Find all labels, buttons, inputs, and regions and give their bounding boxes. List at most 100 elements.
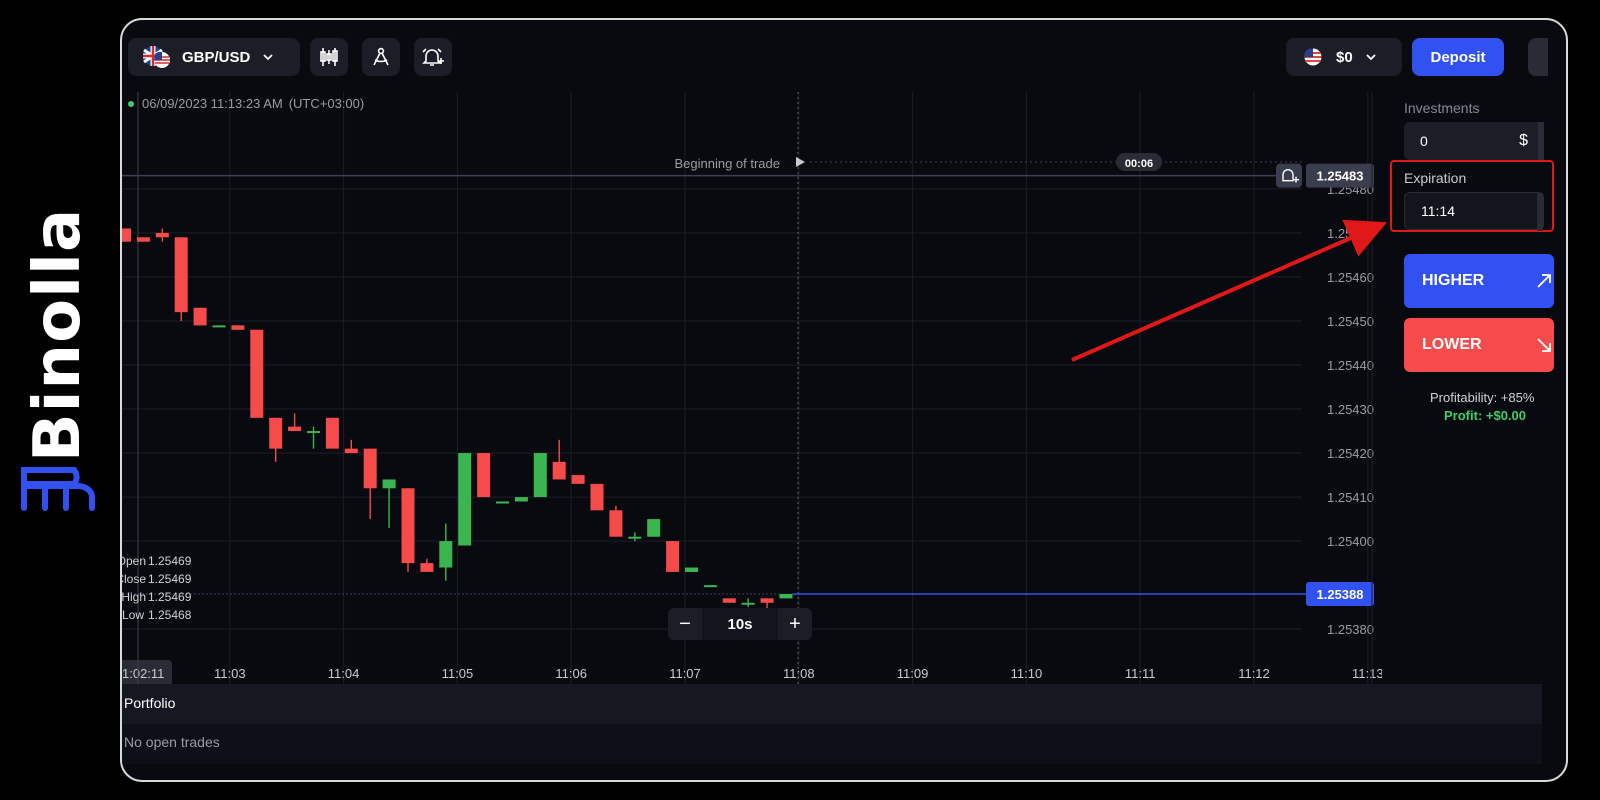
- zoom-out-button[interactable]: −: [679, 612, 691, 635]
- alert-bell-badge: [1276, 163, 1302, 188]
- time-tick-label: 11:06: [555, 666, 587, 681]
- zoom-interval: 10s: [702, 608, 778, 640]
- beginning-of-trade-label: Beginning of trade: [674, 156, 780, 171]
- compass-icon: [373, 47, 389, 66]
- ohlc-row: High 1.25469: [122, 588, 191, 606]
- alarm-plus-icon: [422, 48, 444, 66]
- live-dot-icon: [128, 100, 134, 107]
- profitability-text: Profitability: +85%: [1430, 390, 1535, 405]
- lower-button[interactable]: LOWER: [1404, 318, 1554, 372]
- price-tick-label: 1.25380: [1327, 622, 1374, 637]
- ohlc-value: 1.25469: [148, 590, 192, 604]
- candle-body: [231, 325, 245, 330]
- time-tick-label: 11:05: [442, 666, 474, 681]
- candle-body: [136, 237, 150, 242]
- candle-body: [477, 453, 491, 498]
- candle-body: [401, 488, 415, 564]
- zoom-in-button[interactable]: +: [789, 612, 801, 635]
- alert-button[interactable]: [414, 38, 452, 76]
- chevron-down-icon: [263, 54, 273, 61]
- current-price-label: 1.25388: [1317, 587, 1364, 602]
- candle-body: [212, 325, 226, 328]
- time-tick-label: 11:13: [1352, 666, 1382, 681]
- chart-timestamp: 06/09/2023 11:13:23 AM (UTC+03:00): [128, 96, 364, 111]
- candle-body: [647, 519, 661, 537]
- countdown-badge: [1116, 153, 1162, 171]
- chart-type-button[interactable]: [310, 38, 348, 76]
- portfolio-tab[interactable]: Portfolio: [122, 684, 1542, 724]
- candle-body: [174, 237, 188, 313]
- drawing-tools-button[interactable]: [362, 38, 400, 76]
- candle-body: [552, 461, 566, 480]
- investment-input[interactable]: 0 $: [1404, 122, 1544, 160]
- crosshair-time-badge: [122, 660, 172, 686]
- ohlc-row: Close1.25469: [122, 570, 191, 588]
- price-tick-label: 1.25460: [1327, 270, 1374, 285]
- ohlc-value: 1.25469: [148, 572, 192, 586]
- brand-name: Binolla: [21, 207, 95, 463]
- candle-body: [193, 307, 207, 326]
- timestamp-date: 06/09/2023 11:13:23 AM: [142, 96, 283, 111]
- balance-selector[interactable]: $0: [1286, 38, 1402, 76]
- time-tick-label: 11:08: [783, 666, 815, 681]
- candle-body: [288, 426, 302, 432]
- deposit-button[interactable]: Deposit: [1412, 38, 1504, 76]
- portfolio-empty-message: No open trades: [122, 724, 1542, 764]
- ohlc-key: Close: [122, 572, 146, 586]
- candle-body: [363, 448, 377, 489]
- investment-stepper[interactable]: [1538, 122, 1544, 160]
- profile-button[interactable]: [1528, 38, 1548, 76]
- candle-body: [703, 585, 717, 588]
- time-tick-label: 11:07: [669, 666, 701, 681]
- current-price-badge: [1306, 581, 1374, 606]
- candle-body: [307, 431, 320, 434]
- lower-label: LOWER: [1422, 336, 1482, 353]
- price-chart[interactable]: 1:02:11 11:03 11:04 11:05 11:06 11:07 11:08 11:…: [122, 92, 1382, 700]
- arrow-down-right-icon: [1537, 338, 1551, 352]
- time-tick-label: 1:02:11: [122, 666, 164, 681]
- higher-label: HIGHER: [1422, 272, 1485, 289]
- play-icon: [796, 157, 805, 167]
- expiration-input[interactable]: 11:14: [1404, 192, 1544, 231]
- top-bar: GBP/USD $0 Deposit: [122, 20, 1566, 92]
- price-tick-label: 1.25400: [1327, 534, 1374, 549]
- balance-amount: $0: [1336, 48, 1353, 66]
- candle-body: [344, 448, 358, 454]
- expiration-label: Expiration: [1404, 170, 1467, 186]
- price-tick-label: 1.25440: [1327, 358, 1374, 373]
- candle-body: [420, 563, 434, 572]
- higher-button[interactable]: HIGHER: [1404, 254, 1554, 308]
- expiration-value: 11:14: [1421, 203, 1455, 219]
- candle-body: [514, 497, 528, 502]
- candle-body: [741, 602, 755, 605]
- candle-body: [685, 567, 698, 572]
- candle-body: [250, 329, 264, 418]
- ohlc-value: 1.25469: [148, 554, 192, 568]
- chevron-down-icon: [1366, 54, 1376, 61]
- price-tick-label: 1.25450: [1327, 314, 1374, 329]
- candlestick-chart[interactable]: 1:02:11 11:03 11:04 11:05 11:06 11:07 11:08 11:…: [122, 92, 1382, 700]
- candle-body: [590, 483, 604, 511]
- candle-body: [155, 232, 169, 238]
- asset-selector[interactable]: GBP/USD: [128, 38, 300, 76]
- currency-symbol: $: [1519, 132, 1528, 149]
- binolla-logo-icon: [21, 467, 95, 511]
- time-tick-label: 11:11: [1125, 666, 1156, 681]
- time-tick-label: 11:04: [328, 666, 360, 681]
- countdown-label: 00:06: [1125, 158, 1153, 170]
- expiration-stepper[interactable]: [1537, 193, 1543, 231]
- trade-panel: Investments 0 $ Expiration 11:14 HIGHER …: [1390, 92, 1554, 684]
- ohlc-key: Open: [122, 554, 146, 568]
- price-tick-label: 1.25430: [1327, 402, 1374, 417]
- ohlc-readout: Open1.25469Close1.25469High1.25469Low1.2…: [122, 552, 191, 624]
- ohlc-value: 1.25468: [148, 608, 192, 622]
- expiration-highlight: [1390, 160, 1554, 232]
- usd-flag-icon: [1304, 48, 1322, 66]
- candle-body: [533, 453, 547, 498]
- alarm-plus-icon: [1282, 169, 1299, 183]
- ohlc-row: Open1.25469: [122, 552, 191, 570]
- price-tick-label: 1.25420: [1327, 446, 1374, 461]
- candles-icon: [320, 48, 338, 66]
- candle-body: [628, 536, 642, 539]
- time-tick-label: 11:03: [214, 666, 246, 681]
